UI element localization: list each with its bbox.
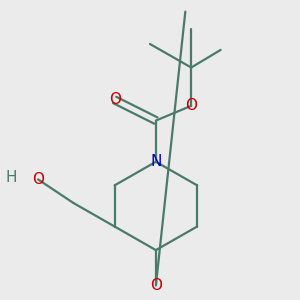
Text: O: O: [109, 92, 121, 107]
Text: H: H: [6, 170, 17, 185]
Text: O: O: [185, 98, 197, 113]
Text: O: O: [32, 172, 44, 187]
Text: O: O: [150, 278, 162, 293]
Text: N: N: [150, 154, 162, 169]
